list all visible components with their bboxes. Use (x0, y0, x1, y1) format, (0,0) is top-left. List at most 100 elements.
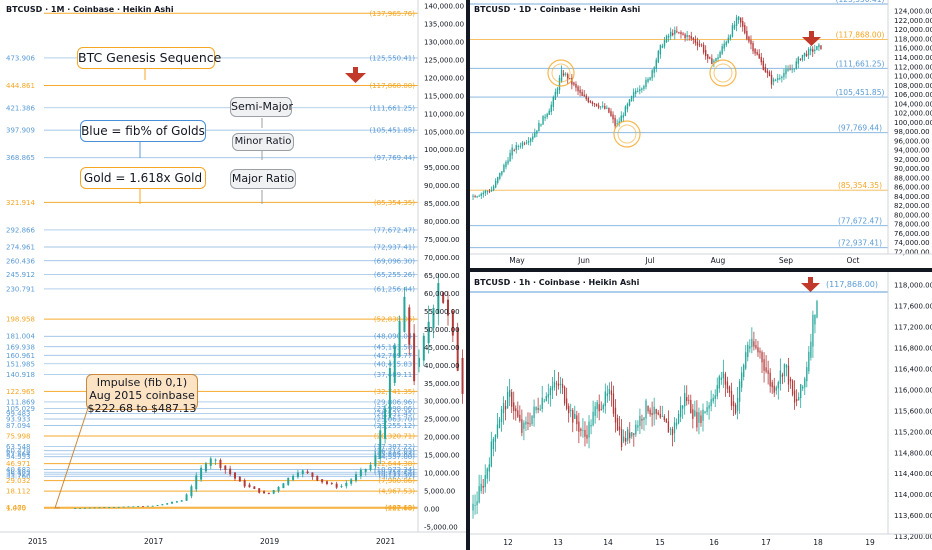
hourly-chart-panel[interactable]: (117,868.00) 118,000.00 117,600.00 117,200… (470, 272, 932, 550)
candle-body (741, 372, 743, 388)
y-tick-label: 106,000.00 (894, 91, 932, 99)
daily-chart-panel[interactable]: (125,550.41) (117,868.00) (111,661.25) (105… (470, 0, 932, 268)
candle-body (480, 483, 482, 492)
candle-body (673, 422, 676, 434)
candle-body (490, 441, 492, 467)
candle-body (506, 391, 509, 409)
hourly-title: BTCUSD · 1h · Coinbase · Heikin Ashi (474, 278, 640, 287)
candle-body (517, 146, 520, 147)
fib-level-left-label: 54.553 (6, 453, 31, 461)
candle-body (694, 410, 696, 416)
panel-divider-horizontal[interactable] (470, 268, 932, 272)
candle-body (122, 506, 125, 508)
candle-body (502, 403, 505, 414)
monthly-chart-panel[interactable]: (137,965.76) 473.906 (125,550.41) 444.861 (1… (0, 0, 467, 550)
monthly-chart[interactable]: (137,965.76) 473.906 (125,550.41) 444.861 (1… (0, 0, 467, 550)
candle-body (551, 386, 554, 391)
candle-body (461, 357, 464, 394)
fib-level-left-label: 111.869 (6, 398, 35, 406)
y-tick-label: 95,000.00 (424, 164, 460, 172)
fib-level-left-label: 46.971 (6, 460, 31, 468)
candle-body (185, 494, 188, 501)
y-tick-label: 84,000.00 (894, 193, 930, 201)
candle-body (820, 45, 822, 49)
candle-body (714, 395, 716, 399)
candle-body (629, 432, 631, 439)
candle-body (628, 99, 631, 106)
fib-level-right-label: (15,305.83) (374, 451, 415, 459)
x-tick-label: 17 (761, 538, 771, 547)
y-tick-label: 74,000.00 (894, 239, 930, 247)
candle-body (761, 352, 763, 363)
candle-body (723, 43, 725, 49)
candle-body (712, 397, 714, 402)
y-tick-label: 80,000.00 (894, 211, 930, 219)
candle-body (734, 404, 737, 414)
candle-body (190, 486, 193, 497)
y-tick-label: 45,000.00 (424, 344, 460, 352)
candle-body (586, 434, 588, 439)
candle-body (766, 70, 769, 74)
candle-body (818, 44, 820, 48)
x-tick-label: Aug (711, 256, 726, 265)
candle-body (517, 410, 519, 417)
minor-ratio-callout: Minor Ratio (232, 133, 294, 151)
candle-body (535, 407, 537, 411)
candle-body (799, 59, 802, 61)
candle-body (588, 421, 590, 438)
fib-level-left-label: 4.479 (6, 504, 26, 512)
fib-level-right-label: (48,090.04) (374, 333, 415, 341)
panel-divider-vertical[interactable] (466, 0, 470, 550)
candle-body (554, 91, 557, 100)
candle-body (527, 141, 530, 143)
candle-body (277, 486, 280, 492)
candle-body (548, 110, 550, 115)
fib-level-left-label: 105.029 (6, 405, 35, 413)
candle-body (653, 67, 655, 73)
candle-body (509, 152, 511, 162)
candle-body (525, 421, 527, 425)
candle-body (810, 341, 812, 358)
candle-body (523, 143, 526, 145)
fib-level-right-label: (23,255.12) (374, 422, 415, 430)
candle-body (384, 408, 387, 439)
fib-level-label: (85,354.35) (838, 181, 882, 190)
candle-body (675, 422, 678, 426)
candle-body (632, 92, 635, 98)
candle-body (633, 433, 635, 435)
candle-body (238, 476, 241, 482)
highlight-circle (617, 124, 637, 144)
y-tick-label: 140,000.00 (424, 3, 464, 11)
y-tick-label: 85,000.00 (424, 200, 460, 208)
candle-body (649, 409, 651, 415)
candle-body (335, 483, 338, 488)
candle-body (622, 115, 625, 118)
candle-body (678, 31, 680, 33)
daily-chart[interactable]: (125,550.41) (117,868.00) (111,661.25) (105… (470, 0, 932, 268)
y-tick-label: 98,000.00 (894, 128, 930, 136)
candle-body (476, 196, 478, 198)
candle-body (669, 428, 672, 430)
candle-body (783, 363, 786, 377)
y-tick-label: 118,000.00 (894, 282, 932, 290)
fib-level-left-label: 93.933 (6, 415, 31, 423)
hourly-chart[interactable]: (117,868.00) 118,000.00 117,600.00 117,200… (470, 272, 932, 550)
candle-body (600, 409, 602, 410)
candle-body (769, 372, 771, 387)
fib-level-right-label: (17,387.22) (374, 443, 415, 451)
candle-body (562, 73, 565, 76)
y-tick-label: 114,800.00 (894, 449, 932, 457)
candle-body (296, 472, 299, 478)
x-tick-label: 13 (553, 538, 563, 547)
candle-body (773, 385, 775, 393)
candle-body (557, 383, 560, 386)
candle-body (732, 401, 735, 407)
candle-body (802, 386, 804, 389)
candle-body (500, 409, 503, 423)
candle-body (472, 195, 474, 197)
candle-body (679, 405, 682, 417)
candle-body (267, 492, 270, 494)
candle-body (513, 149, 515, 151)
y-tick-label: 117,600.00 (894, 303, 932, 311)
x-tick-label: Jun (577, 256, 590, 265)
